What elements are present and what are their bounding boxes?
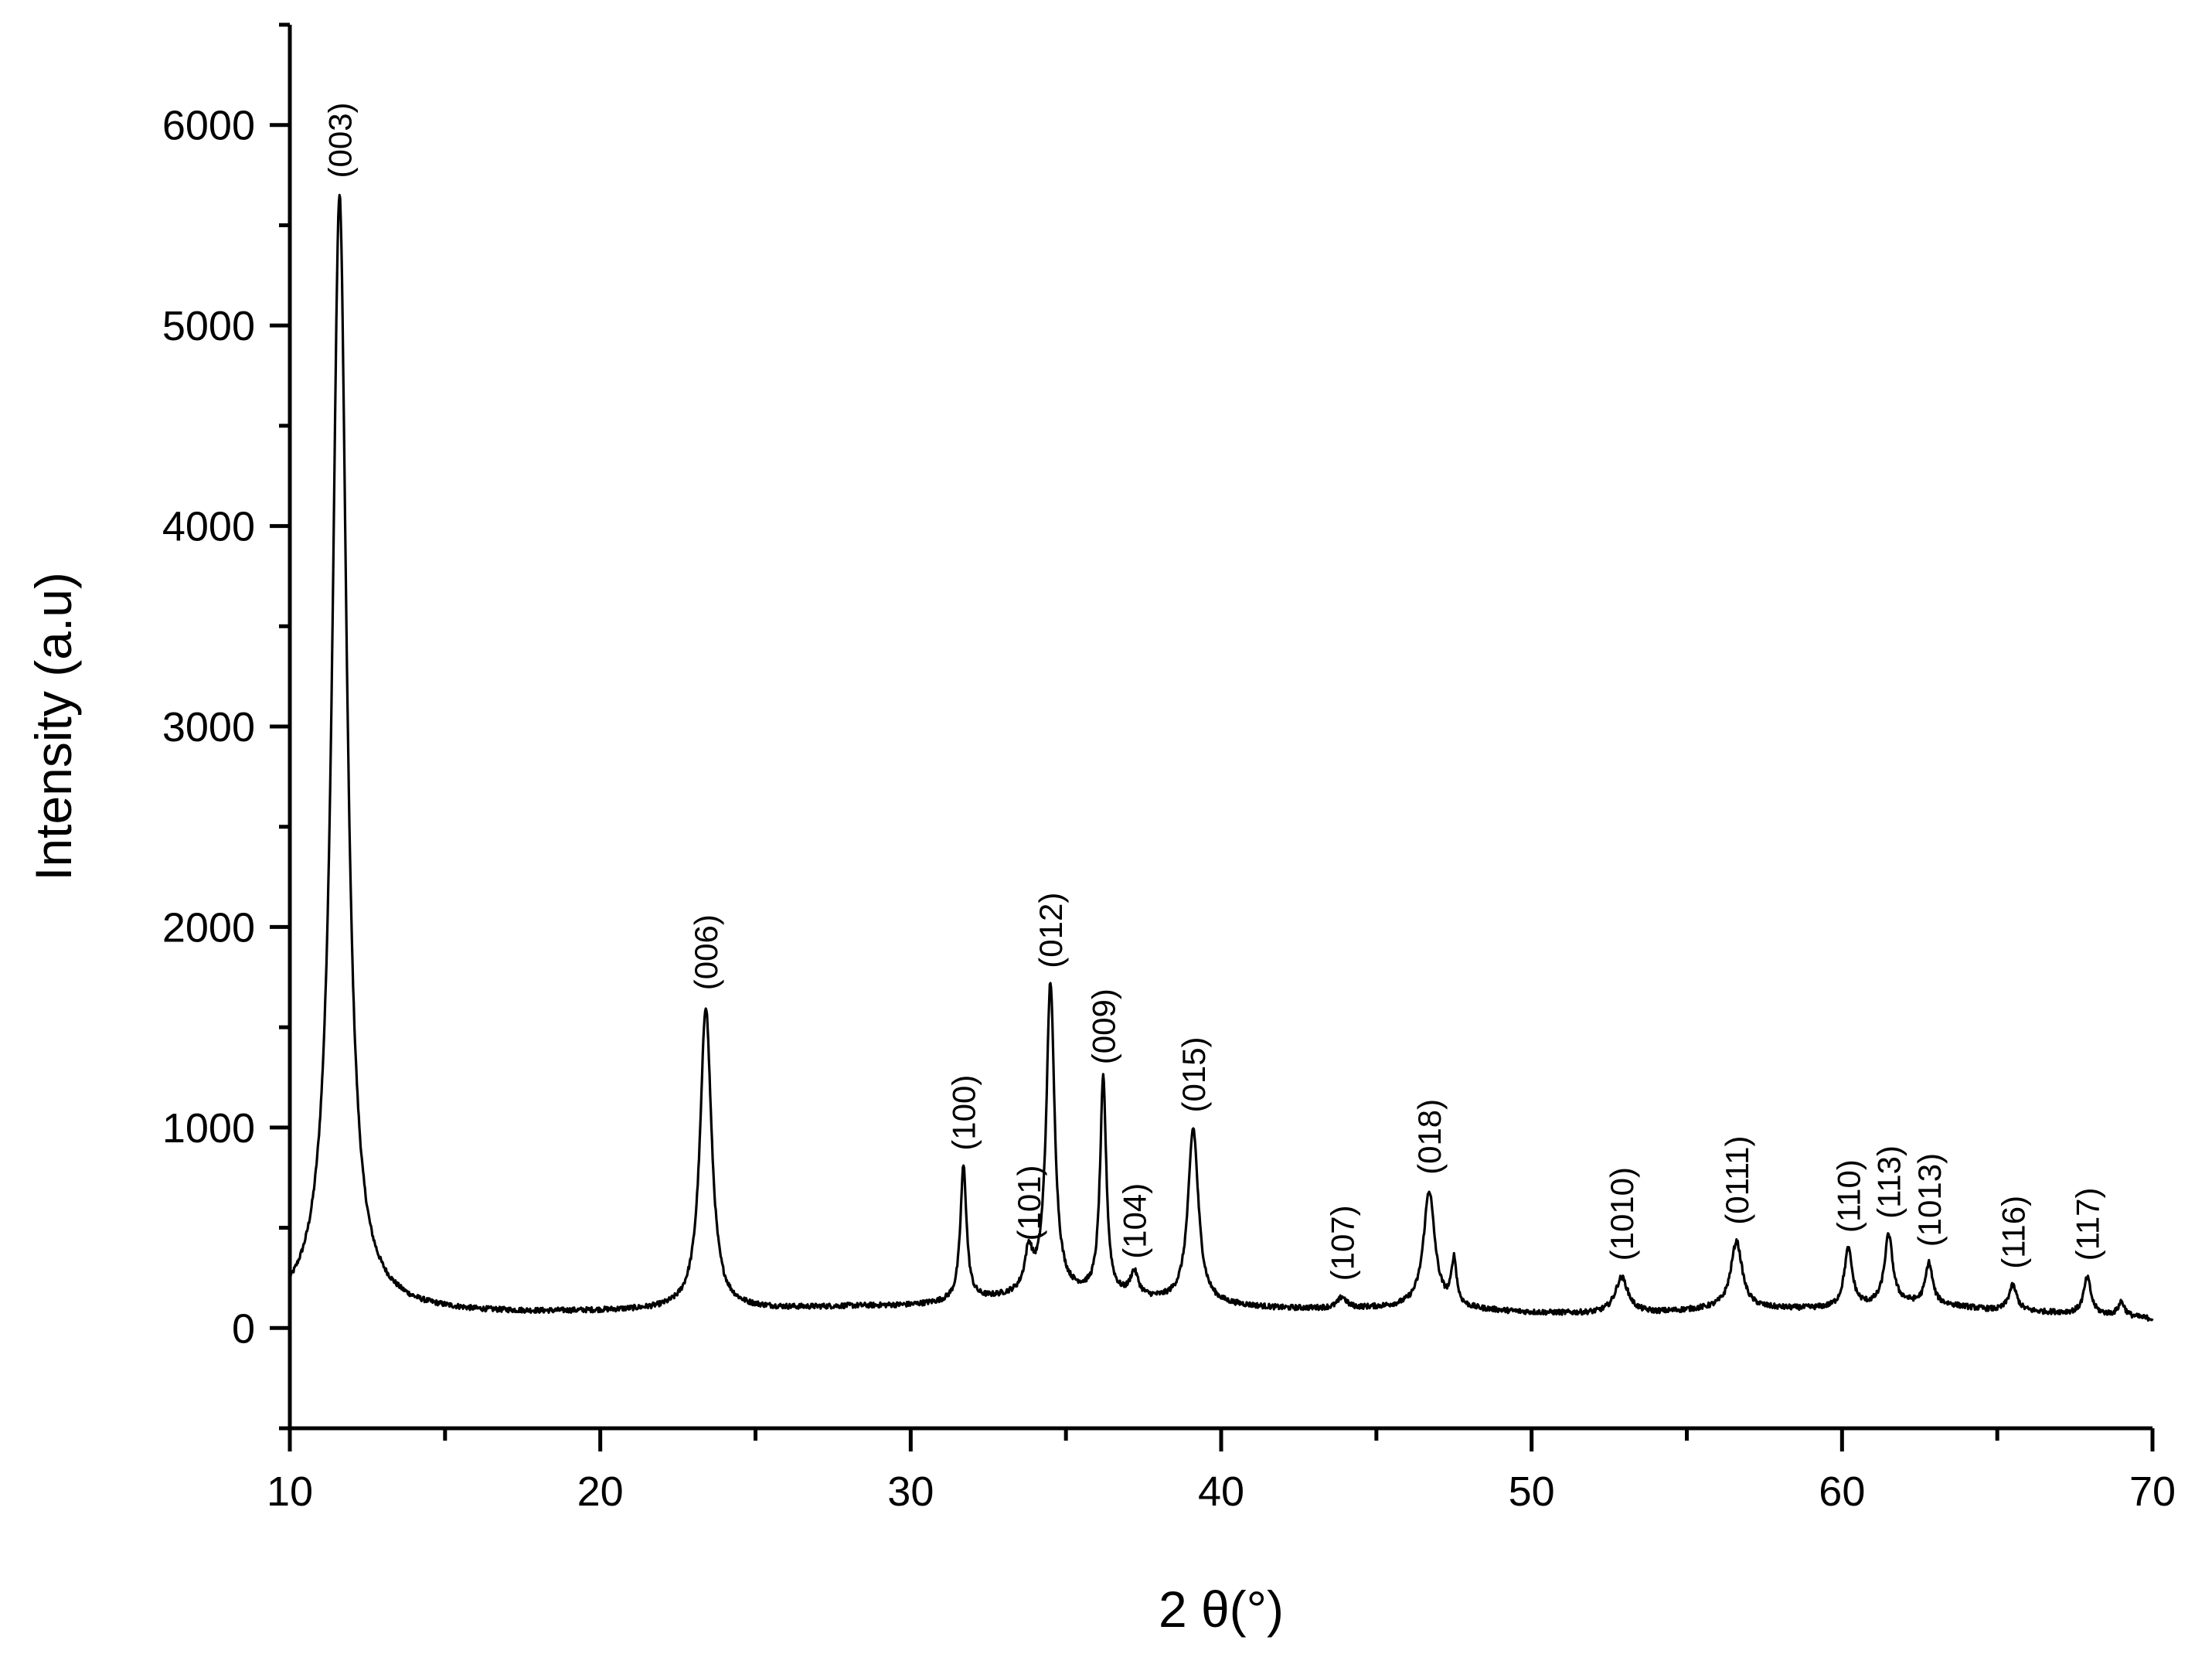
y-tick-label: 1000 xyxy=(162,1105,255,1152)
peak-label: (006) xyxy=(688,914,724,990)
peak-label: (003) xyxy=(322,102,358,178)
xrd-series-line xyxy=(288,193,2154,1322)
x-tick-label: 10 xyxy=(267,1468,313,1515)
peak-label: (1010) xyxy=(1604,1167,1640,1261)
x-tick-label: 30 xyxy=(887,1468,934,1515)
peak-label: (018) xyxy=(1411,1099,1448,1175)
x-tick-label: 40 xyxy=(1198,1468,1244,1515)
peak-label: (107) xyxy=(1325,1205,1361,1281)
y-tick-label: 6000 xyxy=(162,103,255,149)
y-tick-label: 3000 xyxy=(162,704,255,750)
x-tick-label: 60 xyxy=(1819,1468,1865,1515)
y-tick-label: 5000 xyxy=(162,303,255,349)
peak-label: (117) xyxy=(2070,1187,2106,1261)
peak-label: (104) xyxy=(1117,1183,1153,1259)
peak-label: (113) xyxy=(1871,1145,1907,1219)
peak-label: (110) xyxy=(1830,1159,1867,1233)
peak-label: (0111) xyxy=(1719,1136,1755,1225)
peak-labels: (003) (006) (100) (101) (012) (009) (104) (015)… xyxy=(322,102,2105,1281)
y-tick-label: 4000 xyxy=(162,504,255,550)
y-tick-label: 2000 xyxy=(162,904,255,951)
peak-label: (1013) xyxy=(1911,1153,1948,1247)
x-tick-label: 70 xyxy=(2129,1468,2176,1515)
x-tick-label: 50 xyxy=(1509,1468,1555,1515)
peak-label: (101) xyxy=(1011,1165,1047,1240)
peak-label: (116) xyxy=(1995,1196,2031,1269)
x-axis-title: 2 θ(°) xyxy=(1159,1581,1284,1638)
peak-label: (015) xyxy=(1176,1036,1212,1112)
peak-label: (100) xyxy=(946,1075,982,1151)
peak-label: (012) xyxy=(1033,893,1069,968)
peak-label: (009) xyxy=(1085,989,1121,1064)
ticks: 10 20 30 40 50 60 70 0 1000 2000 3000 4000 5000 6000 xyxy=(162,22,2176,1515)
y-axis-title: Intensity (a.u) xyxy=(25,572,82,881)
x-tick-label: 20 xyxy=(577,1468,624,1515)
y-tick-label: 0 xyxy=(232,1305,255,1352)
series xyxy=(288,193,2154,1322)
